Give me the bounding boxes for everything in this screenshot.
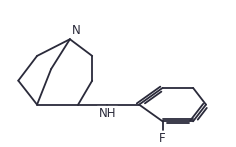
Text: F: F	[159, 132, 166, 145]
Text: F: F	[159, 132, 167, 145]
Text: N: N	[72, 24, 80, 37]
Text: NH: NH	[99, 107, 116, 120]
Text: NH: NH	[97, 107, 117, 120]
Text: N: N	[72, 24, 82, 37]
